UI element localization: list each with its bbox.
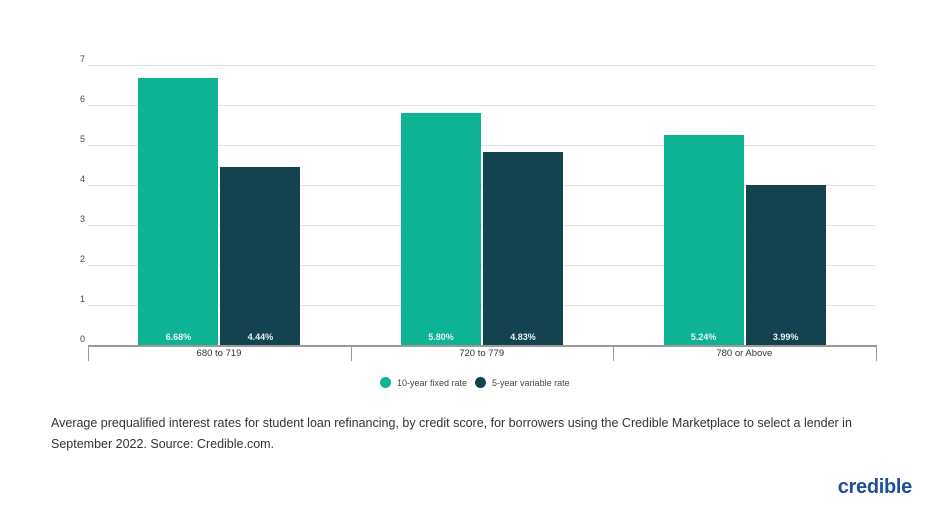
y-tick-label: 3: [80, 214, 86, 224]
bar-value-label: 6.68%: [165, 331, 192, 342]
gridline: [88, 265, 876, 266]
gridline: [88, 65, 876, 66]
legend-label-fixed: 10-year fixed rate: [397, 377, 468, 388]
chart-legend: 10-year fixed rate 5-year variable rate: [380, 377, 578, 388]
bar-value-label: 4.44%: [247, 331, 274, 342]
gridline: [88, 145, 876, 146]
bar-value-label: 4.83%: [510, 331, 536, 342]
bar-variable-rate: 4.44%: [220, 167, 301, 345]
x-axis-line: [88, 345, 876, 347]
y-tick-label: 6: [80, 94, 86, 104]
x-axis-divider: [613, 345, 615, 361]
bar-chart: 0 1 2 3 4 5 6 7 680 to 719 6.68% 4.44% 720 to 779 5.…: [80, 54, 877, 361]
legend-label-variable: 5-year variable rate: [492, 377, 570, 388]
y-tick-label: 2: [80, 254, 86, 264]
bar-value-label: 5.24%: [690, 331, 717, 342]
bar-fixed-rate: 5.80%: [401, 113, 481, 345]
bar-variable-rate: 4.83%: [483, 151, 563, 345]
gridline: [88, 105, 876, 106]
x-category-label: 780 or Above: [716, 348, 773, 359]
x-category-label: 680 to 719: [196, 348, 242, 359]
legend-item-variable: 5-year variable rate: [475, 377, 570, 388]
bar-variable-rate: 3.99%: [745, 185, 826, 345]
y-tick-label: 5: [80, 134, 86, 144]
gridline: [88, 185, 876, 186]
credible-logo: credible: [837, 476, 913, 498]
y-tick-label: 7: [80, 54, 86, 64]
legend-swatch-variable: [475, 377, 487, 388]
bar-value-label: 5.80%: [428, 332, 454, 342]
x-axis-divider: [88, 345, 89, 361]
bar-fixed-rate: 6.68%: [138, 77, 219, 345]
x-axis-divider: [350, 345, 352, 361]
x-axis-divider: [876, 345, 877, 361]
x-category-label: 720 to 779: [459, 348, 505, 359]
chart-caption: Average prequalified interest rates for …: [51, 416, 852, 451]
legend-item-fixed: 10-year fixed rate: [380, 377, 467, 388]
y-tick-label: 0: [80, 334, 86, 344]
bar-fixed-rate: 5.24%: [663, 135, 744, 345]
bar-value-label: 3.99%: [772, 331, 799, 342]
y-tick-label: 1: [80, 294, 86, 304]
y-tick-label: 4: [80, 174, 86, 184]
gridline: [88, 305, 876, 306]
legend-swatch-fixed: [380, 377, 391, 388]
gridline: [88, 225, 876, 226]
